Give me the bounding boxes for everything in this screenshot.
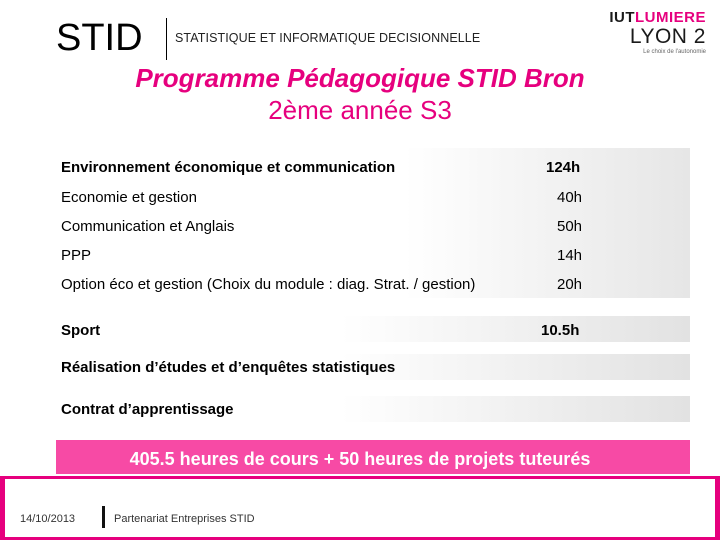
iut-logo-iut: IUT [609, 9, 635, 26]
row-label: Option éco et gestion (Choix du module :… [61, 276, 476, 293]
row-hours: 50h [557, 218, 583, 235]
total-text: 405.5 heures de cours + 50 heures de pro… [129, 449, 591, 469]
sport-band [56, 316, 690, 342]
row-hours: 40h [557, 189, 583, 206]
footer-date: 14/10/2013 [20, 513, 76, 525]
total-banner [56, 440, 690, 474]
row-label: Environnement économique et communicatio… [61, 159, 396, 176]
footer-divider [102, 506, 105, 528]
program-block-background [56, 148, 690, 298]
etudes-label: Réalisation d’études et d’enquêtes stati… [61, 359, 396, 376]
row-hours: 20h [557, 276, 583, 293]
row-label: Economie et gestion [61, 189, 197, 206]
iut-lumiere-lyon2-logo: IUTLUMIERE LYON 2 Le choix de l'autonomi… [606, 10, 706, 60]
iut-logo-lumiere: LUMIERE [635, 9, 706, 26]
page-subtitle: 2ème année S3 [268, 95, 452, 125]
row-label: PPP [61, 247, 92, 264]
stid-subtitle: STATISTIQUE ET INFORMATIQUE DECISIONNELL… [175, 31, 481, 45]
row-hours: 124h [546, 159, 581, 176]
iut-logo-lyon2: LYON 2 [629, 25, 706, 48]
sport-hours: 10.5h [541, 322, 580, 339]
sport-label: Sport [61, 322, 101, 339]
iut-logo-tagline: Le choix de l'autonomie [643, 49, 706, 55]
logo-divider [166, 18, 167, 60]
footer-text: Partenariat Entreprises STID [114, 513, 255, 525]
stid-logo: STID [56, 17, 143, 59]
etudes-band [56, 354, 690, 380]
row-hours: 14h [557, 247, 583, 264]
page-title: Programme Pédagogique STID Bron [135, 63, 585, 93]
contrat-label: Contrat d’apprentissage [61, 401, 234, 418]
footer-inner [4, 478, 716, 538]
iut-logo-line1: IUTLUMIERE [606, 10, 706, 26]
contrat-band [56, 396, 690, 422]
row-label: Communication et Anglais [61, 218, 235, 235]
